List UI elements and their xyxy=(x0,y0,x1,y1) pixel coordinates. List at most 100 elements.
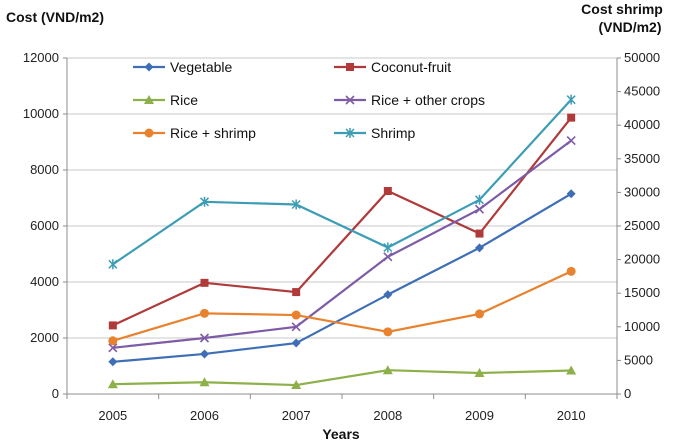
legend-label: Rice xyxy=(170,92,198,108)
legend-label: Coconut-fruit xyxy=(371,59,451,75)
legend-item-vegetable: Vegetable xyxy=(133,59,232,75)
data-point xyxy=(475,243,484,253)
data-point xyxy=(291,322,301,332)
series-lines xyxy=(107,94,577,390)
data-point xyxy=(291,310,301,320)
legend-marker xyxy=(345,95,355,105)
legend-item-coconut-fruit: Coconut-fruit xyxy=(334,59,451,75)
y2-tick-label: 40000 xyxy=(624,117,660,132)
legend-marker xyxy=(144,62,154,72)
y2-tick-label: 15000 xyxy=(624,285,660,300)
legend-label: Shrimp xyxy=(371,125,416,141)
x-tick-label: 2007 xyxy=(282,408,311,423)
x-tick-label: 2009 xyxy=(465,408,494,423)
y2-tick-label: 0 xyxy=(624,386,631,401)
data-point xyxy=(292,288,301,297)
y-tick-label: 0 xyxy=(52,386,59,401)
legend: Vegetable Coconut-fruit Rice Rice + other c… xyxy=(133,59,485,141)
legend-marker xyxy=(346,63,354,71)
data-point xyxy=(291,380,302,390)
series-line xyxy=(112,369,572,387)
data-point xyxy=(566,136,576,146)
right-y-tick-labels: 0 5000 10000 15000 20000 25000 30000 35000 40000… xyxy=(624,50,660,401)
data-point xyxy=(108,357,118,367)
x-tick-labels: 2005 2006 2007 2008 2009 2010 xyxy=(98,408,585,423)
y2-tick-label: 5000 xyxy=(624,352,653,367)
series-line xyxy=(112,192,572,363)
series-rice xyxy=(107,365,577,390)
data-point xyxy=(383,327,393,337)
data-point xyxy=(566,189,576,199)
data-point xyxy=(291,199,301,210)
series-line xyxy=(112,116,573,327)
legend-label: Rice + other crops xyxy=(371,92,485,108)
data-point xyxy=(108,321,117,330)
legend-label: Rice + shrimp xyxy=(170,125,256,141)
data-point xyxy=(200,308,209,318)
y-tick-label: 4000 xyxy=(30,274,59,289)
y2-axis-title-line1: Cost shrimp xyxy=(581,1,663,17)
y-tick-label: 10000 xyxy=(23,106,59,121)
series-coconut-fruit xyxy=(108,113,576,330)
data-point xyxy=(199,377,210,387)
data-point xyxy=(474,194,485,205)
y-tick-label: 8000 xyxy=(30,162,59,177)
data-point xyxy=(566,365,577,375)
data-point xyxy=(108,259,118,270)
y2-tick-label: 30000 xyxy=(624,184,660,199)
series-line xyxy=(112,270,572,342)
x-axis-title: Years xyxy=(322,426,360,442)
data-point xyxy=(199,196,210,207)
data-point xyxy=(474,204,485,214)
data-point xyxy=(382,365,393,375)
y-tick-label: 6000 xyxy=(30,218,59,233)
data-point xyxy=(108,336,118,346)
series-rice-shrimp xyxy=(108,266,576,346)
data-point xyxy=(383,242,393,253)
axes xyxy=(63,57,621,399)
data-point xyxy=(566,94,576,105)
data-point xyxy=(567,113,576,122)
y-axis-title: Cost (VND/m2) xyxy=(6,9,104,25)
data-point xyxy=(108,343,118,353)
data-point xyxy=(199,333,210,343)
legend-item-rice-shrimp: Rice + shrimp xyxy=(133,125,256,141)
legend-marker xyxy=(144,95,154,104)
left-y-tick-labels: 0 2000 4000 6000 8000 10000 12000 xyxy=(23,50,59,401)
data-point xyxy=(383,252,393,262)
y2-tick-label: 50000 xyxy=(624,50,660,65)
y2-tick-label: 25000 xyxy=(624,218,660,233)
legend-item-rice-other-crops: Rice + other crops xyxy=(334,92,485,108)
y-tick-label: 2000 xyxy=(30,330,59,345)
x-tick-label: 2005 xyxy=(98,408,127,423)
series-line xyxy=(112,98,572,266)
data-point xyxy=(474,368,485,377)
legend-marker xyxy=(345,128,355,138)
data-point xyxy=(200,349,209,359)
data-point xyxy=(475,309,484,319)
data-point xyxy=(566,266,576,276)
data-point xyxy=(291,338,301,348)
x-tick-label: 2010 xyxy=(557,408,586,423)
data-point xyxy=(383,290,393,300)
legend-item-shrimp: Shrimp xyxy=(334,125,416,141)
legend-item-rice: Rice xyxy=(133,92,198,108)
data-point xyxy=(383,187,392,195)
legend-label: Vegetable xyxy=(170,59,232,75)
series-line xyxy=(112,139,572,349)
data-point xyxy=(475,229,484,238)
data-point xyxy=(107,379,118,389)
y2-tick-label: 20000 xyxy=(624,252,660,267)
y2-tick-label: 10000 xyxy=(624,319,660,334)
x-tick-label: 2006 xyxy=(190,408,219,423)
x-tick-label: 2008 xyxy=(373,408,402,423)
y2-tick-label: 35000 xyxy=(624,151,660,166)
series-rice-other-crops xyxy=(108,136,576,353)
data-point xyxy=(200,278,209,287)
y2-tick-label: 45000 xyxy=(624,84,660,99)
y2-axis-title-line2: (VND/m2) xyxy=(598,19,661,35)
series-shrimp xyxy=(108,94,576,270)
series-vegetable xyxy=(108,189,576,367)
legend-marker xyxy=(144,128,154,138)
